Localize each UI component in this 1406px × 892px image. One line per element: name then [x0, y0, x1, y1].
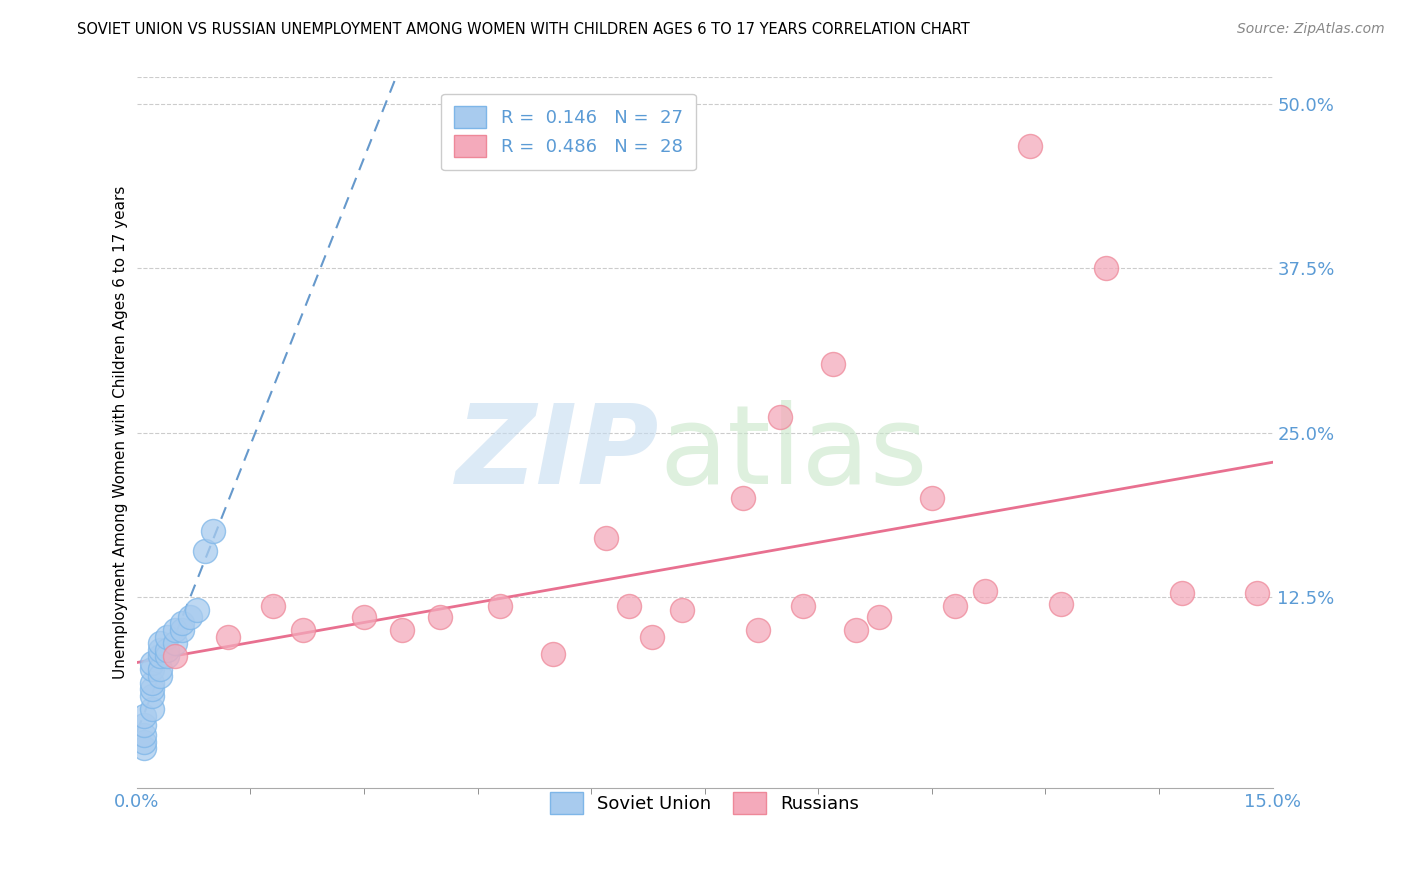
Point [172, 616, 194, 631]
Point [141, 663, 163, 677]
Point [149, 663, 172, 677]
Point [1049, 597, 1071, 611]
Point [489, 599, 512, 614]
Point [134, 741, 156, 756]
Point [156, 630, 179, 644]
Point [156, 642, 179, 657]
Point [292, 623, 315, 637]
Point [134, 735, 156, 749]
Point [134, 708, 156, 723]
Point [921, 491, 943, 506]
Point [149, 669, 172, 683]
Point [1019, 139, 1042, 153]
Text: Source: ZipAtlas.com: Source: ZipAtlas.com [1237, 22, 1385, 37]
Point [731, 491, 754, 506]
Point [391, 623, 413, 637]
Point [353, 610, 375, 624]
Point [617, 599, 640, 614]
Point [973, 583, 995, 598]
Point [217, 630, 239, 644]
Text: atlas: atlas [659, 401, 928, 508]
Point [429, 610, 451, 624]
Point [179, 610, 201, 624]
Point [1170, 586, 1192, 600]
Point [163, 636, 186, 650]
Point [149, 636, 172, 650]
Point [845, 623, 868, 637]
Point [141, 656, 163, 670]
Y-axis label: Unemployment Among Women with Children Ages 6 to 17 years: Unemployment Among Women with Children A… [114, 186, 128, 680]
Point [141, 682, 163, 697]
Text: ZIP: ZIP [456, 401, 659, 508]
Point [943, 599, 966, 614]
Point [262, 599, 284, 614]
Point [156, 649, 179, 664]
Point [792, 599, 814, 614]
Point [671, 603, 693, 617]
Point [134, 728, 156, 742]
Point [641, 630, 664, 644]
Point [868, 610, 890, 624]
Text: SOVIET UNION VS RUSSIAN UNEMPLOYMENT AMONG WOMEN WITH CHILDREN AGES 6 TO 17 YEAR: SOVIET UNION VS RUSSIAN UNEMPLOYMENT AMO… [77, 22, 970, 37]
Point [141, 689, 163, 703]
Point [163, 623, 186, 637]
Point [747, 623, 769, 637]
Point [201, 524, 224, 539]
Point [595, 531, 617, 545]
Legend: Soviet Union, Russians: Soviet Union, Russians [540, 781, 870, 825]
Point [141, 702, 163, 716]
Point [141, 675, 163, 690]
Point [194, 544, 217, 558]
Point [149, 649, 172, 664]
Point [543, 647, 565, 661]
Point [134, 717, 156, 731]
Point [186, 603, 208, 617]
Point [823, 357, 845, 371]
Point [1095, 261, 1118, 276]
Point [172, 623, 194, 637]
Point [1246, 586, 1268, 600]
Point [163, 649, 186, 664]
Point [769, 409, 792, 424]
Point [149, 642, 172, 657]
